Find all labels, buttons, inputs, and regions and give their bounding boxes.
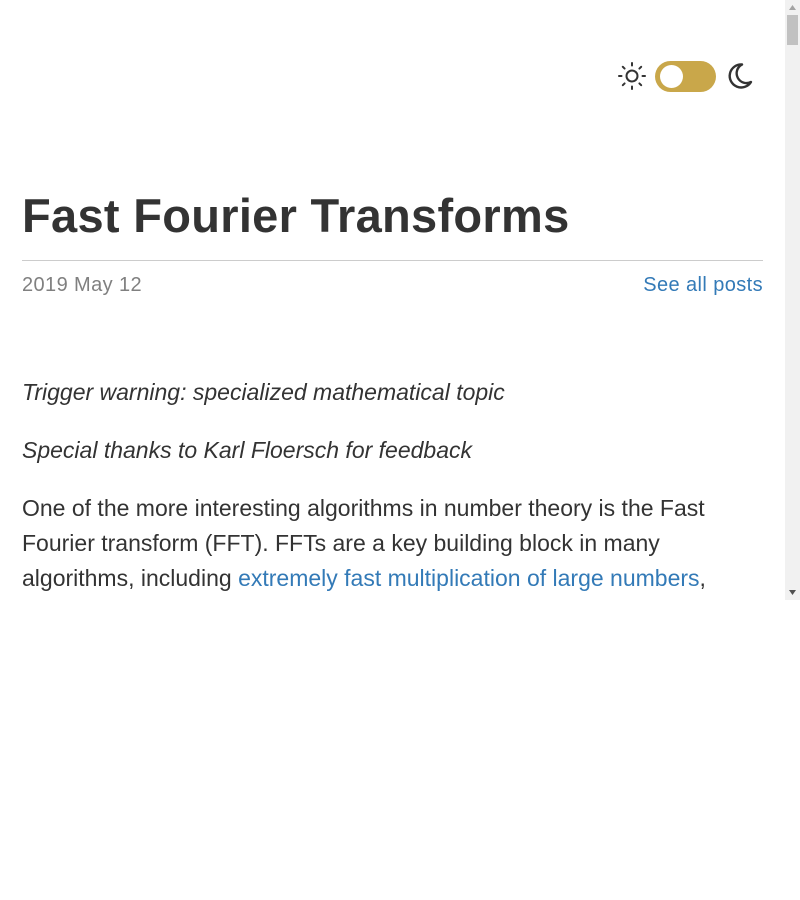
vertical-scrollbar[interactable] [785, 0, 800, 600]
intro-paragraph: One of the more interesting algorithms i… [22, 491, 763, 596]
theme-switch[interactable] [655, 60, 716, 92]
post-title: Fast Fourier Transforms [22, 189, 570, 242]
fast-multiplication-link[interactable]: extremely fast multiplication of large n… [238, 565, 700, 591]
title-divider [22, 260, 763, 261]
moon-icon [724, 61, 754, 91]
scroll-down-arrow-icon[interactable] [785, 585, 800, 600]
thanks-note: Special thanks to Karl Floersch for feed… [22, 437, 473, 463]
scroll-up-arrow-icon[interactable] [785, 0, 800, 15]
intro-text: One of the more interesting algorithms i… [22, 495, 705, 591]
scrollbar-thumb[interactable] [787, 15, 798, 45]
trigger-warning: Trigger warning: specialized mathematica… [22, 379, 505, 405]
intro-trailing: , [699, 565, 706, 591]
see-all-posts-link[interactable]: See all posts [643, 274, 763, 296]
post-date: 2019 May 12 [22, 274, 143, 296]
sun-icon [617, 61, 647, 91]
theme-toggle [617, 59, 754, 93]
page-viewport: Fast Fourier Transforms 2019 May 12 See … [22, 0, 800, 600]
theme-switch-knob [660, 64, 683, 88]
